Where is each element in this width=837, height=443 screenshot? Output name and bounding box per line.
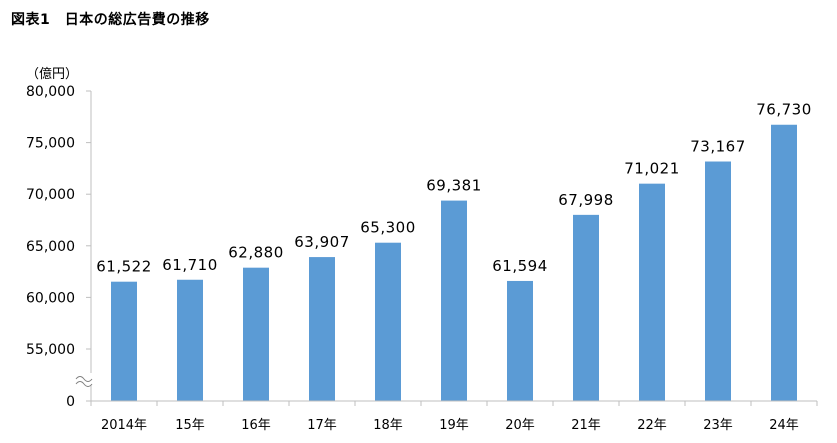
bar xyxy=(705,161,731,401)
y-axis: 80,000 75,000 70,000 65,000 60,000 55,000 0 xyxy=(26,84,92,410)
bars: 61,522 61,710 62,880 63,907 65,300 69,381 61,5… xyxy=(96,101,812,401)
bar xyxy=(771,124,797,401)
y-tick-label: 60,000 xyxy=(26,290,75,306)
bar xyxy=(177,279,203,401)
axis-break-mask xyxy=(76,373,106,385)
data-label: 76,730 xyxy=(756,101,812,119)
x-tick-label: 22年 xyxy=(637,418,667,433)
y-tick-label: 55,000 xyxy=(26,342,75,358)
axis-break-wave-upper xyxy=(75,376,93,382)
y-tick-label: 70,000 xyxy=(26,187,75,203)
data-label: 71,021 xyxy=(624,160,680,178)
data-label: 61,522 xyxy=(96,258,152,276)
x-tick-label: 16年 xyxy=(241,418,271,433)
bar xyxy=(573,214,599,401)
y-tick-label: 80,000 xyxy=(26,84,75,100)
x-tick-label: 21年 xyxy=(571,418,601,433)
x-tick-label: 15年 xyxy=(175,418,205,433)
data-label: 69,381 xyxy=(426,177,482,195)
bar xyxy=(375,242,401,401)
x-tick-label: 19年 xyxy=(439,418,469,433)
y-unit-label: （億円） xyxy=(26,66,78,82)
data-label: 63,907 xyxy=(294,233,350,251)
y-tick-label: 65,000 xyxy=(26,239,75,255)
y-tick-label: 0 xyxy=(66,394,75,410)
x-axis: 2014年 15年 16年 17年 18年 19年 20年 21年 22年 23年 24年 xyxy=(90,400,818,433)
axis-break-icon xyxy=(75,373,106,387)
data-label: 67,998 xyxy=(558,191,614,209)
data-label: 73,167 xyxy=(690,138,746,156)
y-tick-label: 75,000 xyxy=(26,136,75,152)
axis-break-wave-lower xyxy=(75,381,93,387)
figure-title: 図表1 日本の総広告費の推移 xyxy=(11,12,210,28)
x-tick-label: 17年 xyxy=(307,418,337,433)
bar xyxy=(111,281,137,401)
x-tick-label: 20年 xyxy=(505,418,535,433)
bar xyxy=(441,200,467,401)
bar xyxy=(243,267,269,401)
x-tick-label: 18年 xyxy=(373,418,403,433)
x-tick-label: 23年 xyxy=(703,418,733,433)
bar xyxy=(309,257,335,401)
x-tick-label: 24年 xyxy=(769,418,799,433)
data-label: 61,594 xyxy=(492,257,548,275)
data-label: 65,300 xyxy=(360,219,416,237)
data-label: 61,710 xyxy=(162,256,218,274)
x-tick-label: 2014年 xyxy=(101,418,147,433)
data-label: 62,880 xyxy=(228,244,284,262)
bar xyxy=(639,183,665,401)
bar xyxy=(507,280,533,401)
